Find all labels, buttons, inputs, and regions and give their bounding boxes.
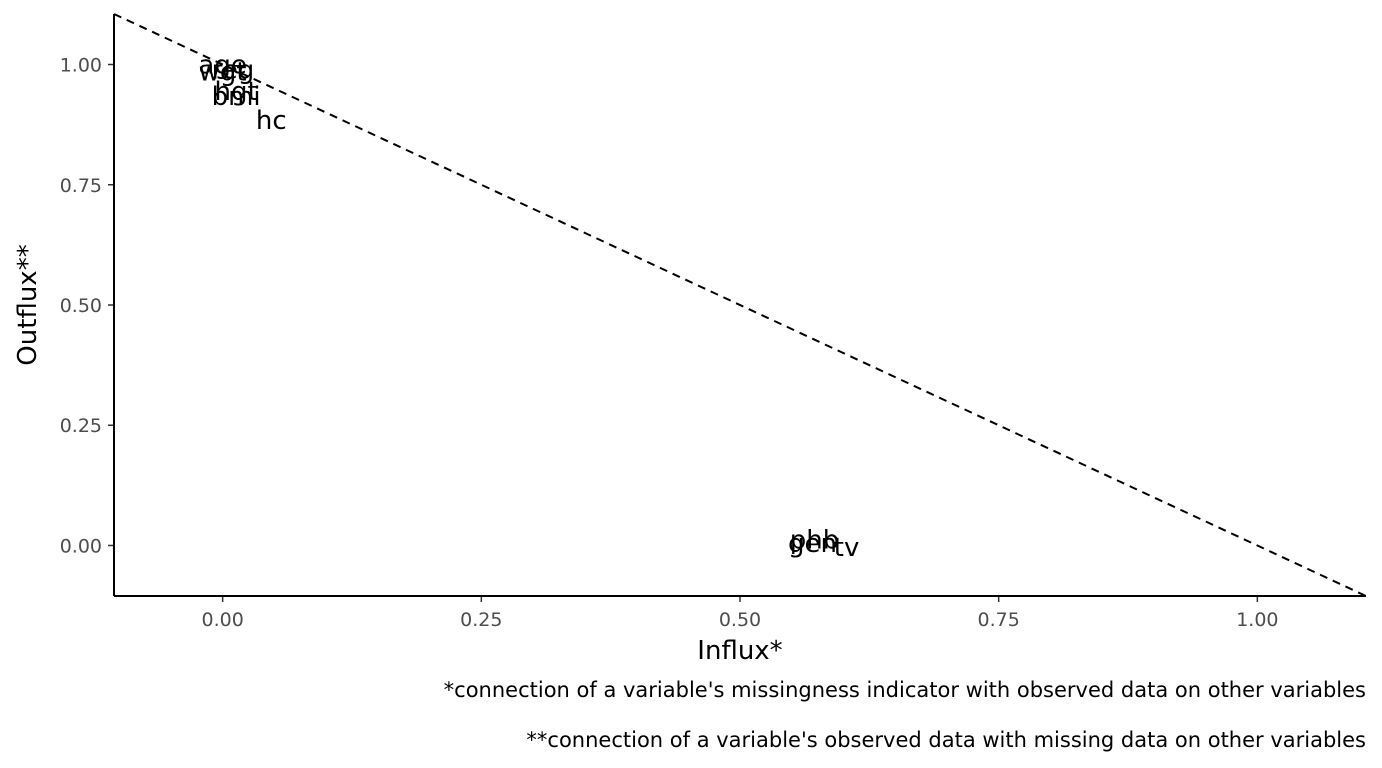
point-label-phb: phb [790, 526, 840, 556]
influx-outflux-plot: 0.00 0.25 0.50 0.75 1.00 0.00 0.25 0.50 0.75 1.0… [13, 13, 1367, 660]
x-axis-title: Influx* [697, 636, 782, 660]
point-label-wgt: wgt [199, 58, 247, 88]
y-tick-label: 1.00 [60, 55, 102, 77]
point-label-hc: hc [256, 106, 287, 136]
x-tick-label: 0.25 [460, 609, 502, 631]
y-tick-label: 0.25 [60, 415, 102, 437]
point-label-reg: reg [212, 55, 255, 85]
point-label-bmi: bmi [212, 82, 261, 112]
y-axis-title: Outflux** [13, 244, 43, 365]
outflux-footnote: **connection of a variable's observed da… [526, 728, 1366, 752]
point-label-age: age [198, 51, 246, 81]
influx-footnote: *connection of a variable's missingness … [443, 678, 1366, 702]
y-tick-label: 0.50 [60, 295, 102, 317]
diagonal-reference-line [113, 13, 1367, 597]
x-tick-label: 0.00 [201, 609, 243, 631]
x-tick-label: 0.50 [719, 609, 761, 631]
x-tick-label: 1.00 [1236, 609, 1278, 631]
y-axis-ticks: 0.00 0.25 0.50 0.75 1.00 [60, 55, 114, 557]
y-tick-label: 0.75 [60, 175, 102, 197]
point-label-gen: gen [788, 529, 837, 559]
y-tick-label: 0.00 [60, 535, 102, 557]
point-label-hgt: hgt [215, 77, 258, 107]
x-axis-ticks: 0.00 0.25 0.50 0.75 1.00 [201, 596, 1279, 631]
x-tick-label: 0.75 [978, 609, 1020, 631]
point-label-tv: tv [834, 533, 860, 563]
